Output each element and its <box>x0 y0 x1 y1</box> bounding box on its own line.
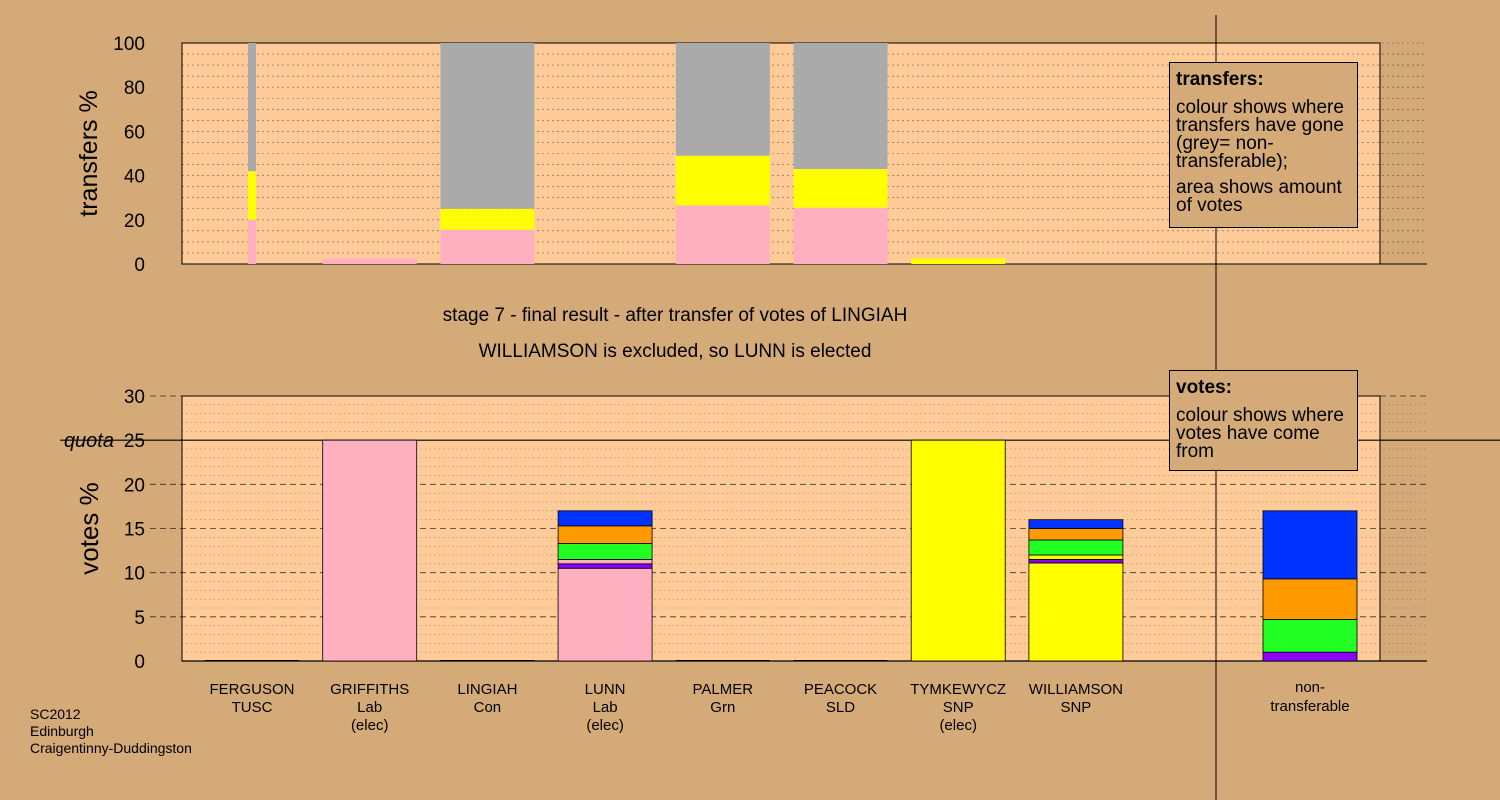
votes-bar-segment <box>1028 528 1124 541</box>
transfers-bar-segment <box>248 171 256 220</box>
nontransferable-label-line: non- <box>1295 679 1325 696</box>
votes-bar-segment <box>1262 619 1358 653</box>
transfers-y-tick-label: 0 <box>134 255 145 276</box>
votes-bar-segment <box>557 567 653 662</box>
transfers-y-tick-label: 80 <box>124 78 145 99</box>
votes-bar-segment <box>557 510 653 527</box>
footer-line-1: SC2012 <box>30 706 81 722</box>
transfers-bar-segment <box>440 229 535 264</box>
transfers-bar-segment <box>248 43 256 172</box>
nontransferable-label-line: transferable <box>1270 698 1349 715</box>
candidate-label-line: (elec) <box>586 717 624 734</box>
candidate-label-line: FERGUSON <box>209 681 294 698</box>
transfers-legend-title: transfers: <box>1176 69 1264 90</box>
transfers-y-tick-label: 20 <box>124 211 145 232</box>
candidate-label-line: LINGIAH <box>457 681 517 698</box>
candidate-label-line: TUSC <box>232 699 273 716</box>
footer-line-2: Edinburgh <box>30 723 94 739</box>
votes-bar-segment <box>1028 559 1124 564</box>
transfers-bar-segment <box>440 43 535 209</box>
votes-bar-segment <box>1262 510 1358 580</box>
transfers-y-tick-label: 60 <box>124 122 145 143</box>
votes-bar-segment <box>557 543 653 560</box>
votes-y-tick-label: 25 <box>124 431 145 452</box>
transfers-y-axis-label: transfers % <box>75 90 103 216</box>
votes-bar-segment <box>1028 519 1124 529</box>
transfers-bar-segment <box>248 219 256 264</box>
votes-legend-title: votes: <box>1176 377 1232 398</box>
transfers-legend-text-1: colour shows where transfers have gone (… <box>1176 97 1344 172</box>
transfers-legend-text-2: area shows amount of votes <box>1176 177 1342 216</box>
transfers-bar-segment <box>793 207 888 264</box>
candidate-labels: FERGUSONTUSCGRIFFITHSLab(elec)LINGIAHCon… <box>209 679 1349 734</box>
transfers-y-tick-label: 40 <box>124 167 145 188</box>
candidate-label-line: Con <box>474 699 502 716</box>
transfers-bar-segment <box>793 43 888 169</box>
stage-caption-1: stage 7 - final result - after transfer … <box>442 305 908 326</box>
votes-bar-empty <box>793 660 888 662</box>
votes-bar-segment <box>1028 539 1124 556</box>
votes-y-tick-label: 15 <box>124 520 145 541</box>
votes-bar-segment <box>322 439 418 662</box>
candidate-label-line: Lab <box>357 699 382 716</box>
candidate-label-line: SLD <box>826 699 855 716</box>
stage-caption-2: WILLIAMSON is excluded, so LUNN is elect… <box>478 341 872 362</box>
transfers-bar-segment <box>440 208 535 230</box>
votes-bar-segment <box>1028 562 1124 662</box>
votes-y-tick-label: 30 <box>124 387 145 408</box>
transfers-bar-segment <box>675 205 770 264</box>
transfers-bar-segment <box>911 258 1006 264</box>
votes-bar-segment <box>557 525 653 544</box>
votes-y-tick-label: 0 <box>134 652 145 673</box>
votes-y-tick-label: 10 <box>124 564 145 585</box>
votes-bar-segment <box>1028 554 1124 560</box>
votes-bar-segment <box>557 563 653 569</box>
transfers-bar-segment <box>793 168 888 208</box>
votes-bar-empty <box>205 660 299 662</box>
footer-line-3: Craigentinny-Duddingston <box>30 740 192 756</box>
candidate-label-line: GRIFFITHS <box>330 681 409 698</box>
transfers-y-tick-label: 100 <box>113 34 145 55</box>
votes-y-tick-label: 20 <box>124 475 145 496</box>
votes-bar-segment <box>557 559 653 565</box>
votes-bar-empty <box>440 660 535 662</box>
candidate-label-line: (elec) <box>351 717 389 734</box>
votes-y-tick-label: 5 <box>134 608 145 629</box>
candidate-label-line: WILLIAMSON <box>1029 681 1123 698</box>
candidate-label-line: PALMER <box>693 681 754 698</box>
candidate-label-line: Grn <box>710 699 735 716</box>
footer-election-info: SC2012 Edinburgh Craigentinny-Duddingsto… <box>30 706 192 757</box>
votes-bar-segment <box>1262 578 1358 620</box>
candidate-label-line: (elec) <box>939 717 977 734</box>
candidate-label-line: PEACOCK <box>804 681 877 698</box>
votes-y-axis-label: votes % <box>74 482 104 575</box>
votes-bar-empty <box>675 660 770 662</box>
transfers-legend: transfers: colour shows where transfers … <box>1169 62 1358 228</box>
candidate-label-line: TYMKEWYCZ <box>910 681 1006 698</box>
votes-legend: votes: colour shows where votes have com… <box>1169 370 1358 471</box>
candidate-label-line: LUNN <box>585 681 626 698</box>
votes-bar-segment <box>910 439 1006 662</box>
candidate-label-line: SNP <box>1060 699 1091 716</box>
quota-label: quota <box>64 430 114 452</box>
transfers-bar-segment <box>675 155 770 206</box>
candidate-label-line: SNP <box>943 699 974 716</box>
transfers-bar-segment <box>675 43 770 156</box>
candidate-label-line: Lab <box>593 699 618 716</box>
votes-legend-text: colour shows where votes have come from <box>1176 405 1344 462</box>
transfers-bar-segment <box>322 258 417 264</box>
votes-bar-segment <box>1262 651 1358 662</box>
